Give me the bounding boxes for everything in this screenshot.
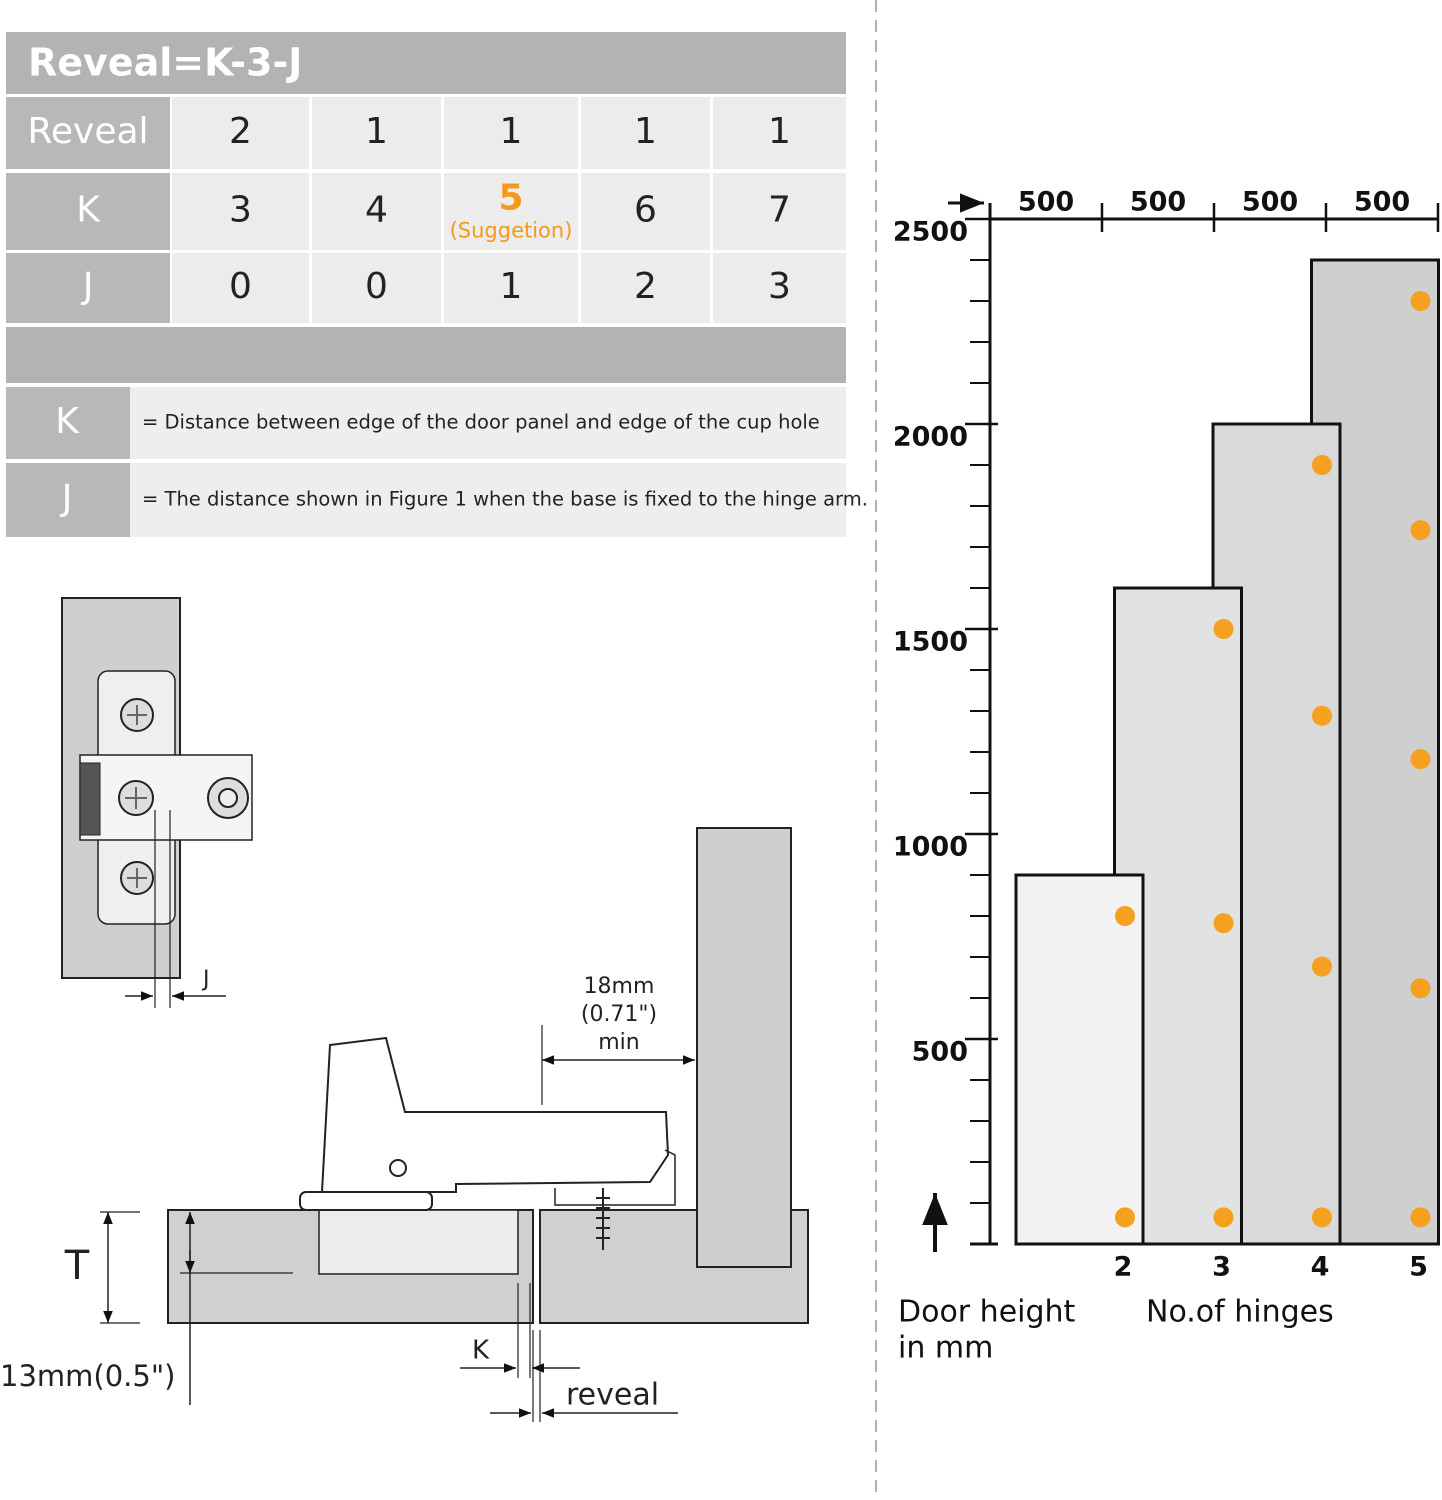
table-cell-value: 7	[768, 190, 791, 231]
suggestion-note: (Suggetion)	[450, 219, 573, 243]
table-cell-value: 6	[634, 190, 657, 231]
reveal-label: reveal	[566, 1378, 659, 1413]
table-cell	[581, 173, 710, 250]
width-label: 500	[1130, 187, 1186, 218]
table-cell	[172, 173, 309, 250]
width-label: 500	[1018, 187, 1074, 218]
hinge-dot	[1312, 455, 1332, 475]
table-cell-value: 3	[768, 266, 791, 307]
hinge-dot	[1115, 906, 1135, 926]
j-dimension-label: J	[201, 967, 210, 992]
table-cell	[312, 97, 441, 169]
hinge-dot	[1410, 749, 1431, 770]
table-cell-value: 4	[365, 190, 388, 231]
x-tick-label: 4	[1311, 1252, 1330, 1283]
bar	[1014, 873, 1145, 1246]
hinge-dot	[1410, 520, 1431, 541]
min-distance-label: (0.71")	[581, 1002, 657, 1027]
y-tick-label: 500	[912, 1037, 968, 1068]
row-header	[6, 253, 170, 323]
table-cell	[581, 253, 710, 323]
definition-term-cell	[6, 387, 130, 459]
separator-band	[6, 327, 846, 383]
table-cell	[713, 253, 846, 323]
table-cell-value: 1	[365, 111, 388, 152]
table-cell	[581, 97, 710, 169]
y-tick-label: 2500	[893, 217, 968, 248]
x-axis-title: No.of hinges	[1146, 1295, 1334, 1330]
definition-text-cell	[130, 387, 846, 459]
table-cell-value: 1	[768, 111, 791, 152]
row-header-label: J	[81, 266, 94, 307]
hinge-dot	[1312, 1207, 1332, 1228]
table-cell	[444, 173, 578, 250]
hinge-dot	[1312, 956, 1332, 977]
x-tick-label: 5	[1409, 1252, 1428, 1283]
y-axis-title: in mm	[898, 1331, 993, 1366]
hinge-dot	[1213, 913, 1234, 934]
hinge-dot	[1312, 705, 1332, 726]
table-cell	[312, 253, 441, 323]
k-label: K	[472, 1336, 490, 1366]
table-cell	[312, 173, 441, 250]
hinge-dot	[1410, 978, 1431, 999]
table-cell	[172, 253, 309, 323]
y-tick-label: 2000	[893, 422, 968, 453]
t-label: T	[64, 1243, 90, 1289]
hinge-dot	[1115, 1207, 1135, 1228]
table-cell-value: 0	[365, 266, 388, 307]
y-tick-label: 1500	[893, 627, 968, 658]
table-cell	[172, 97, 309, 169]
table-cell	[444, 97, 578, 169]
table-cell-value: 5	[498, 178, 523, 219]
min-distance-label: min	[598, 1030, 640, 1055]
plate-figure	[61, 597, 253, 1008]
table-title: Reveal=K-3-J	[28, 41, 302, 85]
table-cell-value: 3	[229, 190, 252, 231]
row-header-label: Reveal	[27, 111, 148, 152]
table-cell-value: 2	[229, 111, 252, 152]
definition-text-cell	[130, 463, 846, 537]
table-cell	[444, 253, 578, 323]
width-label: 500	[1242, 187, 1298, 218]
min-distance-label: 18mm	[584, 974, 655, 999]
table-cell	[713, 173, 846, 250]
definition-term: J	[60, 478, 73, 519]
definition-term-cell	[6, 463, 130, 537]
hinge-dot	[1213, 619, 1234, 639]
hinge-dot	[1410, 291, 1431, 311]
y-axis-title: Door height	[898, 1295, 1076, 1330]
row-header	[6, 173, 170, 250]
table-cell-value: 2	[634, 266, 657, 307]
table-cell-value: 1	[500, 266, 523, 307]
x-tick-label: 2	[1114, 1252, 1133, 1283]
hinge-dot	[1213, 1207, 1234, 1228]
y-tick-label: 1000	[893, 832, 968, 863]
table-cell-value: 1	[634, 111, 657, 152]
definition-term: K	[55, 401, 80, 442]
definition-text: = Distance between edge of the door pane…	[142, 411, 820, 434]
row-header	[6, 97, 170, 169]
title-bar	[6, 32, 846, 94]
table-cell	[713, 97, 846, 169]
definition-text: = The distance shown in Figure 1 when th…	[142, 488, 868, 511]
hinge-dot	[1410, 1207, 1431, 1228]
x-tick-label: 3	[1212, 1252, 1231, 1283]
depth-label: 13mm(0.5")	[0, 1359, 176, 1393]
table-cell-value: 0	[229, 266, 252, 307]
width-label: 500	[1354, 187, 1410, 218]
section-figure	[100, 827, 809, 1422]
table-cell-value: 1	[500, 111, 523, 152]
row-header-label: K	[76, 190, 101, 231]
